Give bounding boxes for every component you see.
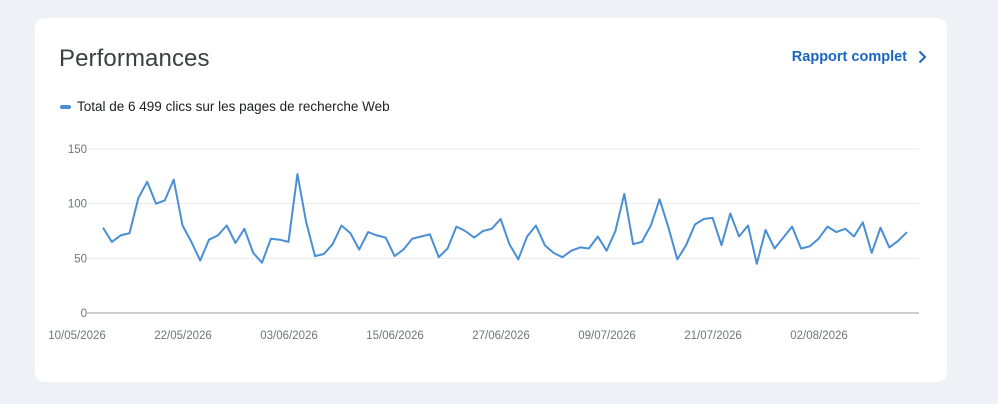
x-tick-label: 22/05/2026 [154,330,212,342]
legend-swatch [60,104,71,109]
chart-legend: Total de 6 499 clics sur les pages de re… [60,99,390,114]
clicks-series-line [102,173,908,265]
card-title: Performances [59,45,210,72]
y-tick-label: 150 [68,144,87,156]
x-tick-label: 03/06/2026 [260,330,318,342]
full-report-label: Rapport complet [791,49,907,65]
clicks-line-chart: 150 100 50 0 10/05/2026 22/05/2026 03/06/2026 1… [48,144,919,342]
full-report-link[interactable]: Rapport complet [792,49,927,65]
y-tick-label: 50 [74,253,87,265]
x-tick-label: 15/06/2026 [366,330,424,342]
x-tick-label: 10/05/2026 [48,330,106,342]
performance-card: Performances Rapport complet Total de 6 … [35,18,947,382]
x-tick-label: 09/07/2026 [578,330,636,342]
y-tick-label: 100 [68,199,87,211]
x-tick-label: 02/08/2026 [790,330,848,342]
x-tick-label: 21/07/2026 [684,330,742,342]
chevron-right-icon [917,50,927,64]
legend-label: Total de 6 499 clics sur les pages de re… [77,99,390,114]
x-tick-label: 27/06/2026 [472,330,530,342]
y-tick-label: 0 [81,308,87,320]
